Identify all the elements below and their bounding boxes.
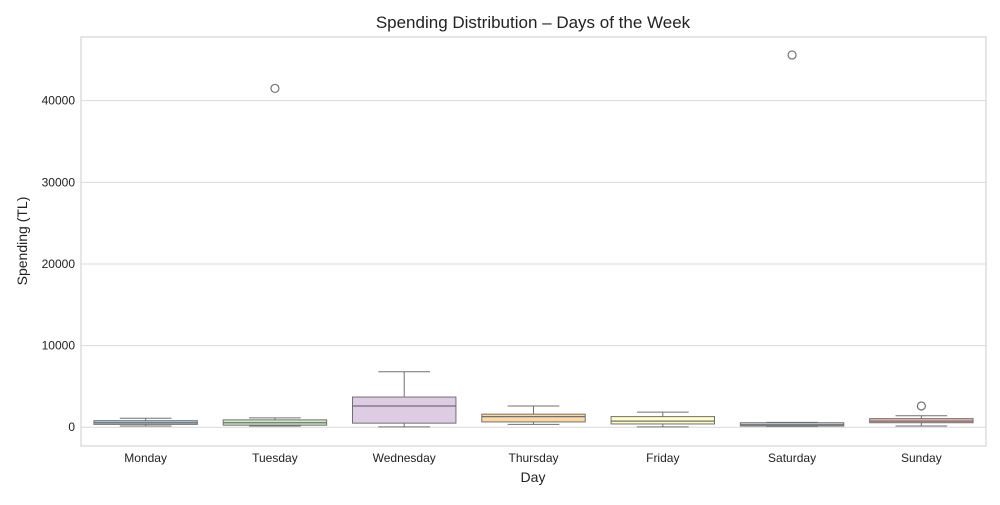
x-tick-label: Sunday [901, 451, 942, 465]
outlier-point [916, 401, 926, 411]
x-tick-label: Wednesday [373, 451, 436, 465]
outlier-point [270, 83, 280, 94]
y-tick-label: 40000 [42, 94, 76, 108]
box-friday [610, 416, 715, 425]
x-tick-label: Saturday [768, 451, 816, 465]
x-axis-title: Day [521, 469, 546, 485]
y-axis-title: Spending (TL) [14, 197, 30, 286]
x-tick-label: Friday [646, 451, 679, 465]
x-tick-label: Tuesday [252, 451, 298, 465]
y-tick-label: 10000 [42, 339, 76, 353]
box-wednesday [352, 396, 457, 424]
x-tick-label: Monday [124, 451, 167, 465]
box-thursday [481, 413, 586, 423]
y-tick-label: 20000 [42, 257, 76, 271]
chart-title: Spending Distribution – Days of the Week [376, 13, 691, 32]
outlier-point [787, 50, 797, 60]
plot-area: 0 10000 20000 30000 40000 Monday Tuesday Wednes… [42, 36, 987, 465]
y-tick-label: 0 [68, 420, 75, 434]
x-tick-label: Thursday [508, 451, 558, 465]
y-tick-label: 30000 [42, 175, 76, 189]
plot-frame [80, 36, 987, 447]
